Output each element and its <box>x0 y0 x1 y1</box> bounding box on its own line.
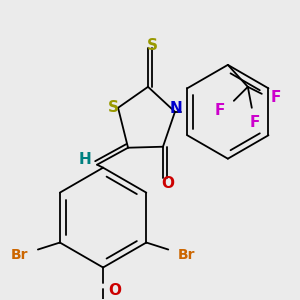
Text: S: S <box>146 38 158 53</box>
Text: F: F <box>215 103 225 118</box>
Text: Br: Br <box>11 248 29 262</box>
Text: O: O <box>161 176 175 191</box>
Text: N: N <box>169 101 182 116</box>
Text: F: F <box>250 115 260 130</box>
Text: H: H <box>79 152 92 167</box>
Text: S: S <box>108 100 118 115</box>
Text: Br: Br <box>178 248 195 262</box>
Text: O: O <box>109 283 122 298</box>
Text: F: F <box>271 90 281 105</box>
